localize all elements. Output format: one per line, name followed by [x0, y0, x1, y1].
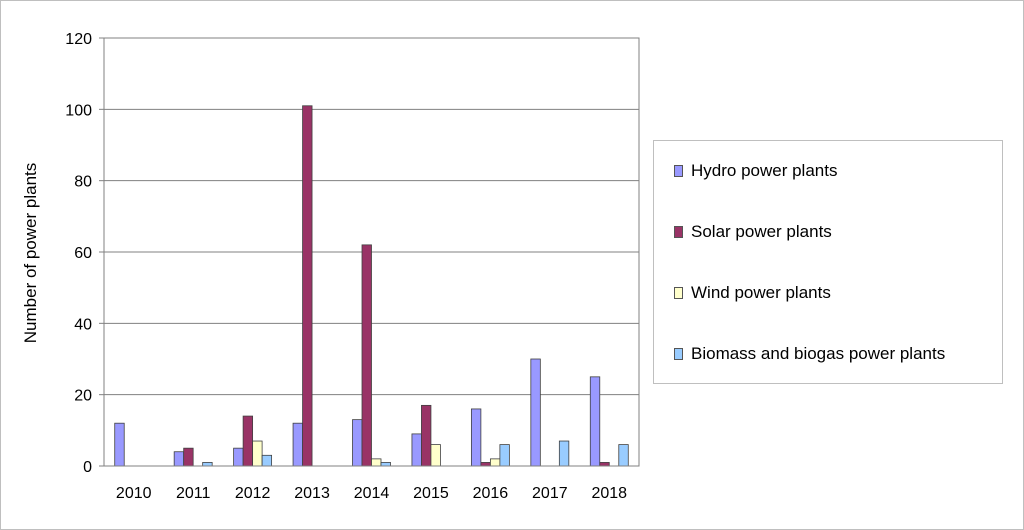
legend-item-wind: Wind power plants	[674, 283, 831, 303]
legend-label-wind: Wind power plants	[691, 283, 831, 302]
x-tick-label: 2018	[591, 485, 627, 502]
legend-item-hydro: Hydro power plants	[674, 161, 837, 181]
legend-label-biomass: Biomass and biogas power plants	[691, 344, 946, 363]
legend-label-hydro: Hydro power plants	[691, 161, 838, 180]
bar-hydro-2014	[352, 419, 363, 467]
bar-biomass-2018	[618, 444, 629, 467]
x-tick-label: 2011	[176, 485, 211, 502]
legend: Hydro power plants Solar power plants Wi…	[653, 140, 1003, 384]
bar-hydro-2018	[589, 376, 601, 467]
bar-hydro-2017	[530, 358, 541, 467]
bar-biomass-2017	[558, 440, 570, 467]
legend-label-solar: Solar power plants	[691, 222, 832, 241]
bars	[114, 105, 629, 467]
legend-swatch-hydro	[674, 165, 683, 177]
bar-hydro-2012	[233, 447, 244, 467]
y-tick-label: 60	[74, 245, 92, 262]
legend-item-biomass: Biomass and biogas power plants	[674, 344, 945, 364]
legend-swatch-biomass	[674, 348, 683, 360]
bar-hydro-2016	[470, 408, 482, 467]
legend-swatch-wind	[674, 287, 683, 299]
bar-solar-2013	[302, 105, 313, 467]
bar-wind-2012	[252, 440, 263, 467]
bar-wind-2015	[430, 444, 441, 467]
y-axis-title: Number of power plants	[21, 163, 40, 343]
bar-biomass-2012	[261, 454, 273, 467]
y-tick-label: 80	[74, 174, 92, 191]
x-tick-label: 2012	[235, 485, 271, 502]
y-tick-label: 20	[74, 388, 92, 405]
bar-solar-2016	[480, 462, 491, 467]
legend-item-solar: Solar power plants	[674, 222, 832, 242]
x-tick-label: 2014	[354, 485, 390, 502]
bar-solar-2018	[599, 462, 610, 467]
bar-solar-2012	[242, 415, 254, 467]
bar-biomass-2014	[380, 462, 391, 467]
bar-wind-2016	[489, 458, 501, 467]
bar-hydro-2010	[114, 422, 125, 467]
x-tick-label: 2015	[413, 485, 449, 502]
bar-hydro-2015	[411, 433, 422, 467]
x-tick-label: 2016	[473, 485, 509, 502]
bar-solar-2014	[361, 244, 372, 467]
y-tick-label: 120	[65, 31, 92, 48]
bar-hydro-2011	[173, 451, 185, 467]
bar-biomass-2011	[202, 462, 213, 467]
x-tick-label: 2013	[294, 485, 330, 502]
bar-solar-2011	[183, 447, 194, 467]
x-tick-label: 2017	[532, 485, 568, 502]
y-tick-label: 100	[65, 102, 92, 119]
x-tick-label: 2010	[116, 485, 152, 502]
y-tick-label: 40	[74, 316, 92, 333]
bar-biomass-2016	[499, 444, 510, 467]
axes: 0 20 40 60 80 100 120 2010 2011 2012 2013 2014 2015 2…	[65, 31, 639, 502]
y-tick-label: 0	[83, 459, 92, 476]
bar-solar-2015	[421, 404, 432, 467]
bar-wind-2014	[371, 458, 382, 467]
legend-swatch-solar	[674, 226, 683, 238]
bar-hydro-2013	[292, 422, 303, 467]
